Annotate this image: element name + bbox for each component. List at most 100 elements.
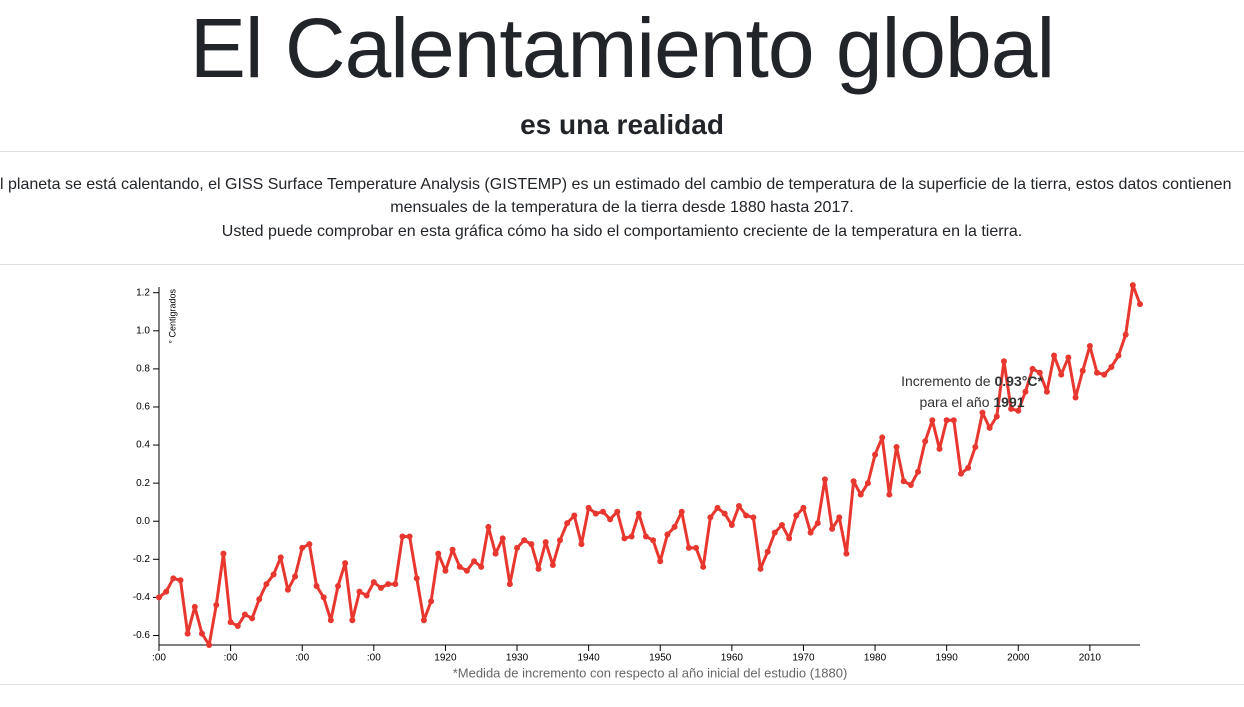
point [263, 581, 270, 588]
point [635, 510, 642, 517]
point [428, 598, 435, 605]
point [1058, 371, 1065, 378]
point [1029, 365, 1036, 372]
point [728, 522, 735, 529]
point [198, 630, 205, 637]
point [284, 586, 291, 593]
point [642, 533, 649, 540]
point [664, 531, 671, 538]
point [1101, 371, 1108, 378]
point [1094, 369, 1101, 376]
point [449, 546, 456, 553]
point [950, 417, 957, 424]
point [979, 409, 986, 416]
point [306, 541, 313, 548]
point [163, 588, 170, 595]
point [850, 478, 857, 485]
point [299, 544, 306, 551]
point [764, 548, 771, 555]
annotation-text: Incremento de [901, 373, 994, 389]
point [564, 520, 571, 527]
annotation: para el año 1991 [919, 394, 1024, 410]
point [628, 533, 635, 540]
point [857, 491, 864, 498]
point [413, 575, 420, 582]
point [771, 529, 778, 536]
divider [0, 684, 1244, 685]
point [435, 550, 442, 557]
point [707, 514, 714, 521]
annotation-value: 1991 [993, 394, 1024, 410]
point [249, 615, 256, 622]
point [241, 611, 248, 618]
point [456, 563, 463, 570]
point [907, 482, 914, 489]
point [757, 565, 764, 572]
point [714, 504, 721, 511]
point [814, 520, 821, 527]
point [191, 603, 198, 610]
point [886, 491, 893, 498]
point [327, 617, 334, 624]
point [678, 508, 685, 515]
point [342, 560, 349, 567]
point [156, 594, 162, 601]
point [807, 529, 814, 536]
point [1137, 301, 1143, 308]
point [542, 539, 549, 546]
point [320, 594, 327, 601]
point [292, 573, 299, 580]
point [965, 464, 972, 471]
point [1122, 331, 1129, 338]
point [506, 581, 513, 588]
point [277, 554, 284, 561]
point [521, 537, 528, 544]
point [900, 478, 907, 485]
point [700, 563, 707, 570]
y-tick-label: -0.4 [133, 592, 151, 603]
point [442, 567, 449, 574]
point [585, 504, 592, 511]
x-tick-label: 1950 [649, 653, 672, 664]
point [1015, 407, 1022, 414]
point [650, 537, 657, 544]
point [986, 424, 993, 431]
y-tick-label: 0.6 [136, 402, 150, 413]
annotation-value: 0.93°C* [994, 373, 1043, 389]
point [363, 592, 370, 599]
point [1043, 388, 1050, 395]
y-tick-label: 1.2 [136, 287, 150, 298]
point [392, 581, 399, 588]
point [234, 622, 241, 629]
point [270, 571, 277, 578]
x-tick-label: 1970 [792, 653, 815, 664]
point [1000, 358, 1007, 365]
divider [0, 264, 1244, 265]
point [721, 510, 728, 517]
point [1129, 282, 1136, 289]
point [220, 550, 227, 557]
point [206, 642, 213, 648]
point [829, 525, 836, 532]
point [614, 508, 621, 515]
x-axis-label: *Medida de incremento con respecto al añ… [453, 665, 848, 680]
x-tick-label: 2010 [1079, 653, 1102, 664]
point [1022, 388, 1029, 395]
point [1072, 394, 1079, 401]
point [170, 575, 177, 582]
point [872, 451, 879, 458]
point [843, 550, 850, 557]
point [993, 413, 1000, 420]
point [399, 533, 406, 540]
point [385, 581, 392, 588]
y-tick-label: 0.4 [136, 440, 150, 451]
point [370, 579, 377, 586]
point [929, 417, 936, 424]
intro-text: Usted puede comprobar en esta gráfica có… [221, 223, 1023, 240]
point [463, 567, 470, 574]
point [936, 445, 943, 452]
point [499, 535, 506, 542]
point [836, 514, 843, 521]
y-tick-label: -0.6 [133, 630, 151, 641]
point [549, 562, 556, 569]
